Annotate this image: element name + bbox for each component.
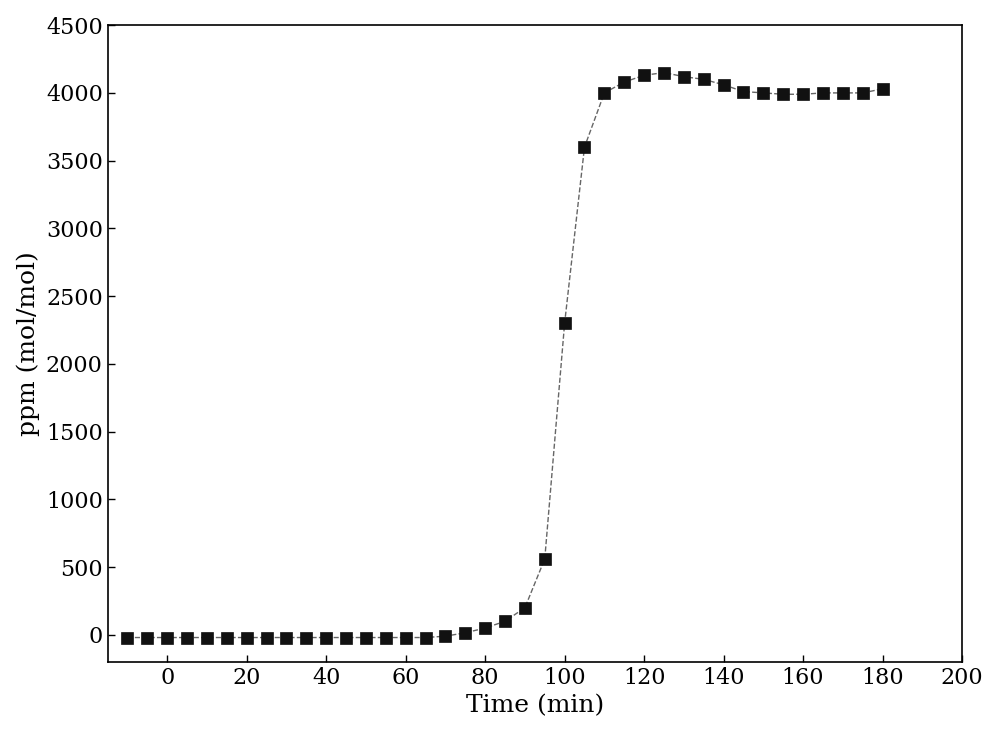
X-axis label: Time (min): Time (min) <box>466 694 604 717</box>
Y-axis label: ppm (mol/mol): ppm (mol/mol) <box>17 251 40 436</box>
